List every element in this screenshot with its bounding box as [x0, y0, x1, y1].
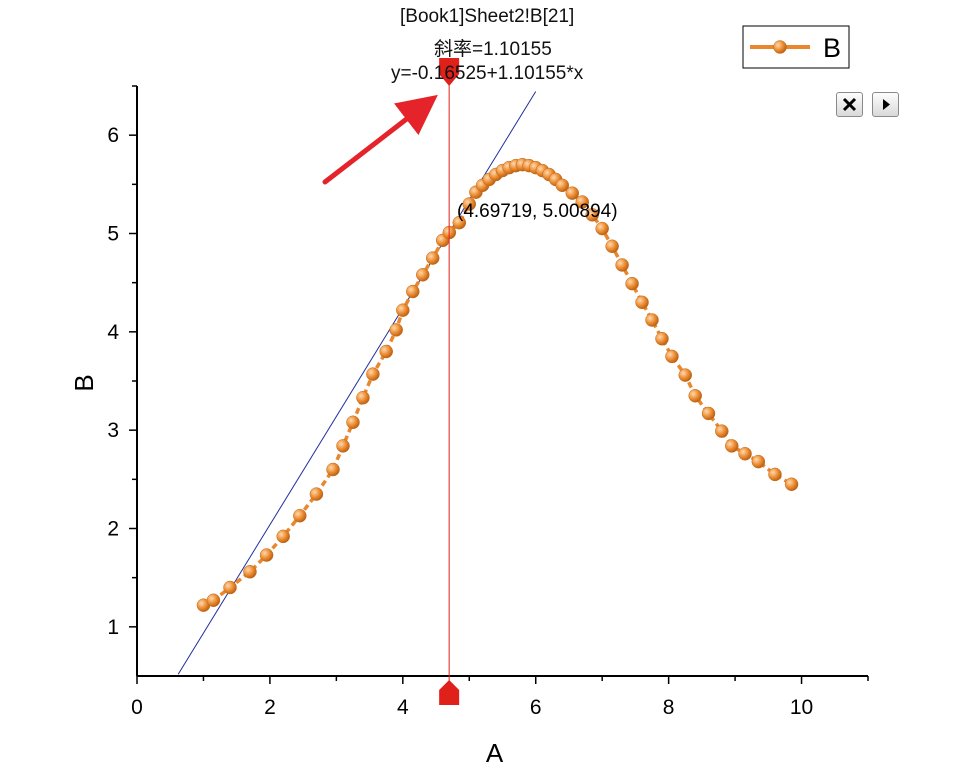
- data-point: [585, 208, 599, 222]
- point-label: (4.69719, 5.00894): [457, 201, 618, 222]
- data-point: [784, 477, 799, 491]
- data-point: [293, 508, 307, 523]
- x-tick-label: 6: [530, 696, 542, 719]
- data-point: [678, 368, 692, 382]
- data-point: [688, 389, 702, 403]
- data-point: [243, 565, 257, 579]
- data-point: [223, 580, 237, 595]
- close-icon: [842, 97, 857, 112]
- data-point: [336, 439, 350, 453]
- data-point: [738, 447, 752, 461]
- data-point: [309, 487, 324, 501]
- close-button[interactable]: [836, 92, 863, 117]
- x-tick-label: 4: [397, 696, 409, 719]
- data-point: [326, 462, 340, 477]
- data-point: [389, 323, 403, 337]
- data-point: [379, 344, 393, 359]
- data-point: [346, 415, 360, 430]
- data-point: [715, 424, 729, 438]
- y-tick-label: 4: [107, 321, 119, 344]
- x-tick-label: 10: [790, 696, 813, 719]
- data-point: [605, 239, 619, 254]
- data-point: [416, 268, 430, 282]
- data-point: [665, 349, 679, 364]
- data-point: [635, 295, 649, 310]
- data-point: [725, 439, 739, 453]
- series-line-B: [202, 162, 793, 607]
- data-point: [206, 593, 221, 608]
- data-point: [701, 406, 716, 421]
- x-tick-label: 8: [663, 696, 675, 719]
- legend-marker: [773, 40, 787, 54]
- data-point: [625, 276, 639, 291]
- data-point: [366, 367, 380, 381]
- x-tick-label: 2: [264, 696, 276, 719]
- data-point: [276, 529, 290, 544]
- data-point: [425, 251, 440, 265]
- annotation-line-2: 斜率=1.10155: [434, 39, 552, 60]
- annotation-line-1: [Book1]Sheet2!B[21]: [400, 6, 575, 27]
- annotation-line-3: y=-0.16525+1.10155*x: [391, 63, 584, 84]
- data-point: [575, 195, 589, 209]
- play-icon: [883, 99, 890, 110]
- data-point: [751, 454, 766, 469]
- data-point: [452, 215, 467, 230]
- data-point: [555, 178, 570, 193]
- y-tick-label: 3: [107, 419, 119, 442]
- data-point: [406, 284, 420, 299]
- data-point: [768, 467, 782, 482]
- data-point: [356, 390, 370, 405]
- annotation-arrow: [322, 94, 438, 185]
- cursor-top-handle: [439, 58, 460, 86]
- y-tick-label: 6: [107, 124, 119, 147]
- data-point: [615, 258, 629, 272]
- legend-label: B: [823, 33, 841, 63]
- data-point: [396, 303, 410, 317]
- y-tick-label: 2: [107, 518, 119, 541]
- next-button[interactable]: [872, 92, 899, 117]
- x-axis-title: A: [486, 738, 504, 768]
- y-axis-title: B: [69, 374, 99, 391]
- data-point: [645, 313, 659, 327]
- cursor-bottom-handle: [439, 680, 460, 705]
- data-point: [565, 186, 580, 200]
- data-point: [259, 548, 274, 562]
- data-point: [462, 197, 477, 211]
- data-point: [595, 221, 609, 236]
- y-tick-label: 5: [107, 223, 119, 246]
- data-point: [655, 331, 669, 346]
- y-tick-label: 1: [107, 616, 119, 639]
- x-tick-label: 0: [131, 696, 143, 719]
